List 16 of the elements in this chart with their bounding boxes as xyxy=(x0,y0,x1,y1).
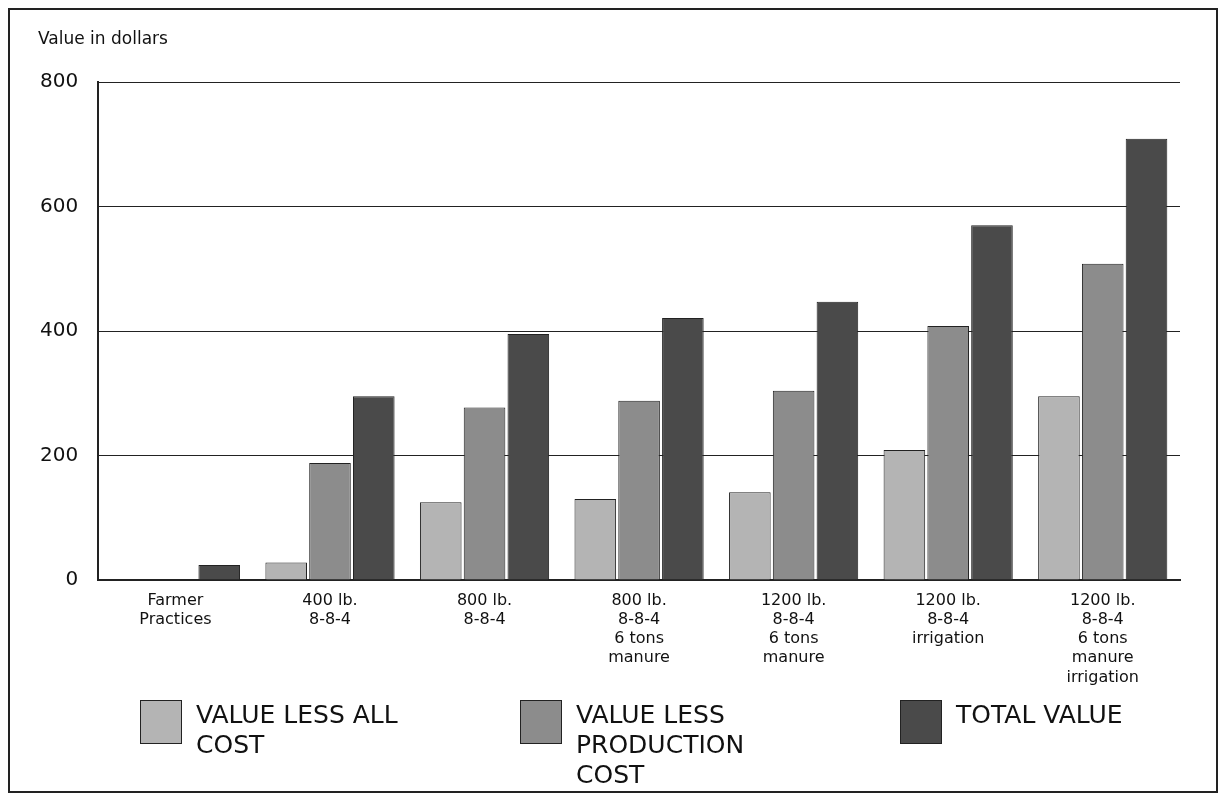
y-tick-label: 200 xyxy=(39,441,79,466)
x-tick-label: 1200 lb. 8-8-4 irrigation xyxy=(911,589,985,648)
y-tick-label: 600 xyxy=(39,192,79,217)
x-tick-label: 800 lb. 8-8-4 xyxy=(456,589,513,628)
x-tick-label: 1200 lb. 8-8-4 6 tons manure irrigation xyxy=(1066,589,1139,686)
legend-label: TOTAL VALUE xyxy=(956,700,1123,730)
x-tick-label: 400 lb. 8-8-4 xyxy=(302,589,358,628)
y-axis-title: Value in dollars xyxy=(38,28,168,48)
legend-label: VALUE LESS PRODUCTION COST xyxy=(576,700,746,790)
x-tick-label: 800 lb. 8-8-4 6 tons manure xyxy=(608,589,670,667)
legend-label: VALUE LESS ALL COST xyxy=(196,700,399,760)
x-tick-label: Farmer Practices xyxy=(139,589,212,628)
y-tick-label: 800 xyxy=(39,68,79,93)
x-tick-label: 1200 lb. 8-8-4 6 tons manure xyxy=(760,589,827,667)
y-tick-label: 0 xyxy=(65,566,79,591)
y-tick-label: 400 xyxy=(39,317,79,342)
